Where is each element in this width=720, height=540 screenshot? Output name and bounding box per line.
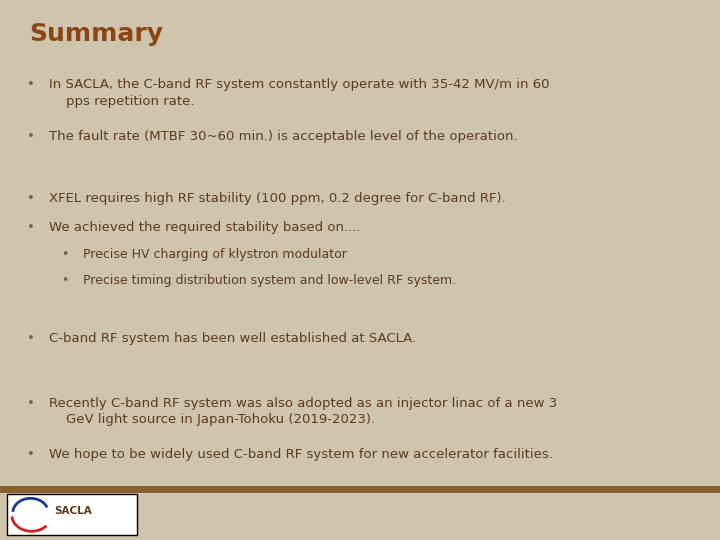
Text: In SACLA, the C-band RF system constantly operate with 35-42 MV/m in 60
    pps : In SACLA, the C-band RF system constantl…: [49, 78, 549, 108]
FancyBboxPatch shape: [7, 494, 137, 535]
Text: Recently C-band RF system was also adopted as an injector linac of a new 3
    G: Recently C-band RF system was also adopt…: [49, 397, 557, 427]
Text: C-band RF system has been well established at SACLA.: C-band RF system has been well establish…: [49, 332, 416, 345]
Text: We achieved the required stability based on....: We achieved the required stability based…: [49, 221, 361, 234]
Text: Precise timing distribution system and low-level RF system.: Precise timing distribution system and l…: [83, 274, 456, 287]
Text: •: •: [27, 78, 35, 91]
Text: •: •: [27, 332, 35, 345]
Text: XFEL requires high RF stability (100 ppm, 0.2 degree for C-band RF).: XFEL requires high RF stability (100 ppm…: [49, 192, 505, 205]
Text: •: •: [27, 221, 35, 234]
Text: •: •: [27, 448, 35, 461]
Text: •: •: [27, 192, 35, 205]
Text: SACLA: SACLA: [54, 507, 91, 516]
Text: Precise HV charging of klystron modulator: Precise HV charging of klystron modulato…: [83, 248, 346, 261]
Text: •: •: [27, 130, 35, 143]
Text: •: •: [27, 397, 35, 410]
Text: •: •: [61, 274, 68, 287]
Text: •: •: [61, 248, 68, 261]
Text: The fault rate (MTBF 30~60 min.) is acceptable level of the operation.: The fault rate (MTBF 30~60 min.) is acce…: [49, 130, 518, 143]
Text: We hope to be widely used C-band RF system for new accelerator facilities.: We hope to be widely used C-band RF syst…: [49, 448, 553, 461]
Text: Summary: Summary: [29, 22, 163, 45]
